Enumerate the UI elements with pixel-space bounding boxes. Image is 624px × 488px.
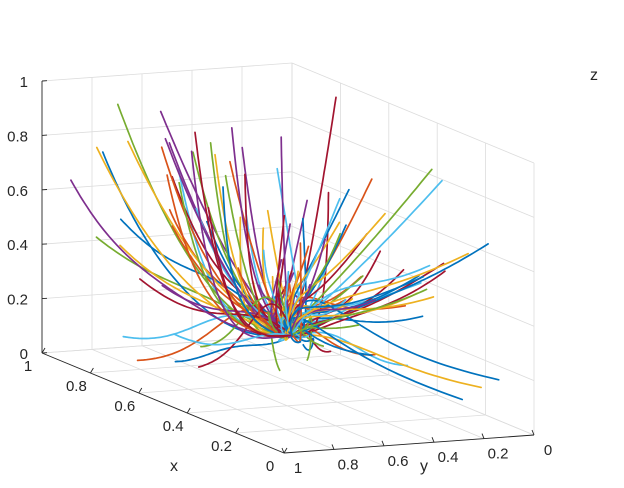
back-wall-grid-line xyxy=(41,225,293,245)
trajectory-line xyxy=(174,334,293,363)
x-tick-mark xyxy=(90,367,94,374)
z-tick-label: 0.6 xyxy=(7,183,28,200)
trajectory-line xyxy=(289,333,482,389)
back-wall-grid-line xyxy=(41,171,293,191)
trajectory-line xyxy=(244,173,293,336)
floor-grid-line xyxy=(138,374,389,394)
trajectory-line xyxy=(222,186,293,336)
y-tick-label: 0.8 xyxy=(338,456,359,473)
y-tick-mark xyxy=(531,429,535,436)
x-tick-mark xyxy=(186,407,191,414)
side-wall-grid-line xyxy=(291,334,535,436)
x-tick-mark xyxy=(41,347,46,354)
back-wall-grid-line xyxy=(41,62,293,82)
tick-labels: 00.20.40.60.8100.20.40.60.8100.20.40.60.… xyxy=(7,74,552,477)
z-tick-label: 0 xyxy=(20,346,28,363)
axes-box xyxy=(41,80,535,454)
x-axis-label: x xyxy=(170,458,178,475)
x-tick-label: 1 xyxy=(24,358,32,375)
trajectory-line xyxy=(166,174,293,336)
x-tick-mark xyxy=(138,387,143,394)
floor-grid-line xyxy=(141,345,385,447)
floor-grid-line xyxy=(91,349,335,450)
y-tick-mark xyxy=(481,433,485,439)
z-tick-label: 0.8 xyxy=(7,128,28,145)
z-tick-label: 0.2 xyxy=(7,292,28,309)
trajectory-layer xyxy=(70,96,500,401)
y-tick-mark xyxy=(281,447,285,454)
y-tick-mark xyxy=(331,444,335,450)
x-tick-label: 0.4 xyxy=(163,418,184,435)
trajectory-line xyxy=(286,252,469,336)
x-tick-label: 0 xyxy=(266,458,274,475)
trajectory-line xyxy=(291,264,431,336)
trajectory-line xyxy=(197,303,293,368)
floor-grid-line xyxy=(187,394,438,414)
trajectory-line xyxy=(173,333,293,346)
trajectory-line xyxy=(194,131,293,337)
side-wall-grid-line xyxy=(291,117,535,218)
trajectory-line xyxy=(101,151,293,337)
grid-layer xyxy=(41,62,535,454)
trajectory-line xyxy=(289,275,425,336)
floor-grid-line xyxy=(241,338,485,439)
trajectory-line xyxy=(287,238,326,339)
y-axis-line xyxy=(283,434,535,454)
x-tick-label: 0.6 xyxy=(114,398,135,415)
x-tick-mark xyxy=(283,447,288,454)
y-tick-label: 0.4 xyxy=(438,449,459,466)
y-tick-label: 1 xyxy=(294,460,302,477)
side-wall-grid-line xyxy=(291,62,535,164)
side-wall-grid-line xyxy=(291,171,535,273)
trajectory-line xyxy=(190,150,293,339)
z-axis-label: z xyxy=(590,67,598,84)
y-tick-label: 0.6 xyxy=(388,453,409,470)
side-wall-grid-line xyxy=(291,225,535,327)
side-wall-grid-line xyxy=(291,280,535,381)
floor-grid-line xyxy=(90,354,341,374)
x-tick-label: 0.8 xyxy=(66,378,87,395)
z-tick-label: 1 xyxy=(20,74,28,91)
trajectory-line xyxy=(277,268,327,342)
x-tick-label: 0.2 xyxy=(211,438,232,455)
x-tick-mark xyxy=(235,427,239,434)
y-tick-mark xyxy=(431,437,435,443)
y-tick-label: 0.2 xyxy=(488,446,509,463)
x-axis-line xyxy=(41,352,285,454)
z-tick-label: 0.4 xyxy=(7,237,28,254)
floor-grid-line xyxy=(191,341,435,443)
y-tick-mark xyxy=(381,440,385,446)
y-axis-label: y xyxy=(420,458,428,475)
trajectory-line xyxy=(280,316,310,339)
trajectory-line xyxy=(290,288,428,336)
y-tick-label: 0 xyxy=(544,442,552,459)
floor-grid-line xyxy=(235,414,486,434)
